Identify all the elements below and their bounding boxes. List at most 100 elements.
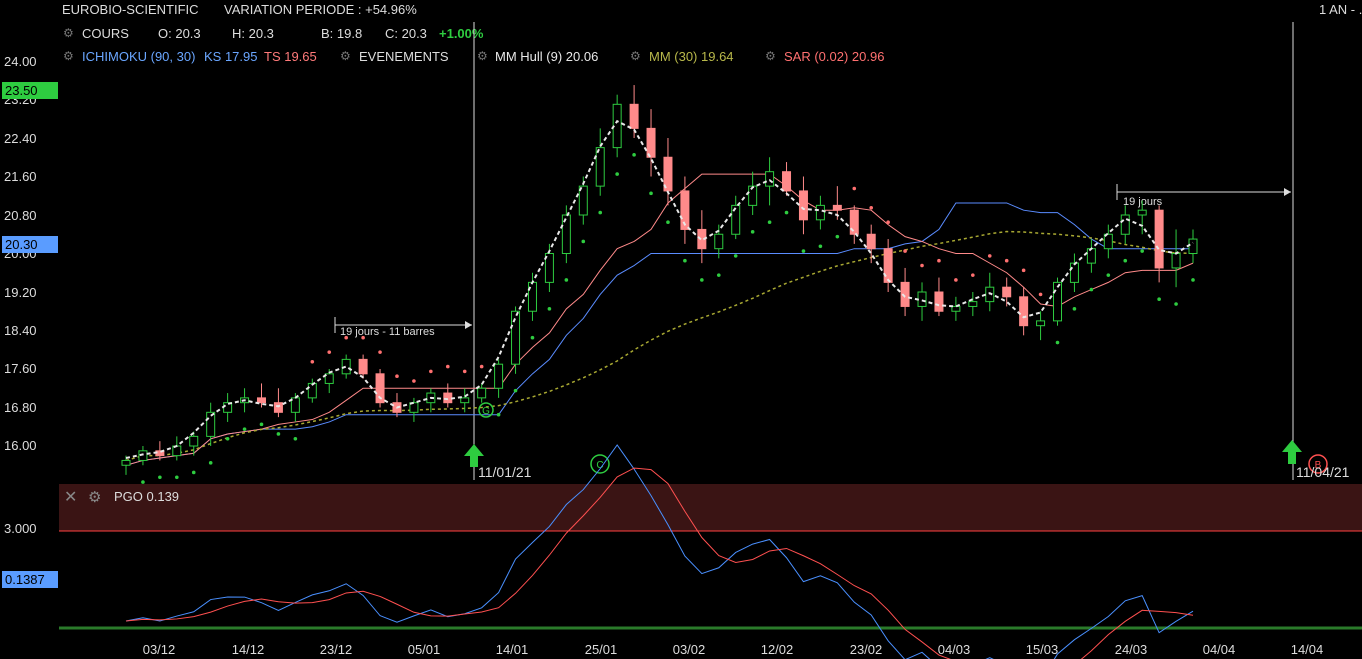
hull-line bbox=[125, 119, 1194, 460]
marker-b-icon[interactable] bbox=[1308, 454, 1328, 474]
sar-dot bbox=[1055, 340, 1060, 345]
candle-body bbox=[1086, 248, 1096, 264]
time-tick: 23/02 bbox=[850, 642, 883, 657]
candle-body bbox=[1137, 209, 1147, 216]
price-tick: 20.80 bbox=[4, 208, 37, 223]
candle-body bbox=[477, 387, 487, 399]
open-value: O: 20.3 bbox=[158, 26, 201, 41]
gear-icon[interactable]: ⚙ bbox=[630, 49, 641, 63]
time-tick: 12/02 bbox=[761, 642, 794, 657]
candle-body bbox=[866, 233, 876, 250]
candle-body bbox=[714, 233, 724, 250]
buy-arrow-icon[interactable] bbox=[1282, 440, 1302, 464]
ts-series bbox=[125, 173, 1194, 466]
bars-range-label: 19 jours - 11 barres bbox=[340, 326, 435, 338]
sar-dot bbox=[733, 254, 738, 258]
candle-body bbox=[121, 459, 131, 466]
pgo-lines bbox=[125, 444, 1194, 659]
ks-label: KS 17.95 bbox=[204, 49, 258, 64]
time-tick: 15/03 bbox=[1026, 642, 1059, 657]
candle-body bbox=[951, 305, 961, 312]
sar-dot bbox=[1123, 258, 1128, 263]
gear-icon[interactable]: ⚙ bbox=[765, 49, 776, 63]
sar-dot bbox=[784, 210, 789, 215]
candle-body bbox=[917, 291, 927, 307]
sar-dot bbox=[496, 412, 501, 417]
sar-dot bbox=[1089, 287, 1094, 292]
hull-label[interactable]: MM Hull (9) 20.06 bbox=[495, 49, 599, 64]
time-tick: 23/12 bbox=[320, 642, 353, 657]
sar-dot bbox=[327, 350, 332, 354]
sar-dot bbox=[361, 335, 365, 340]
sar-dot bbox=[1072, 307, 1077, 311]
sar-dot bbox=[547, 307, 552, 311]
gear-icon[interactable]: ⚙ bbox=[63, 49, 74, 63]
sar-dot bbox=[869, 205, 874, 210]
price-tick: 19.20 bbox=[4, 285, 37, 300]
pgo-label[interactable]: PGO 0.139 bbox=[114, 489, 179, 504]
sar-dot bbox=[141, 480, 145, 484]
gear-icon[interactable]: ⚙ bbox=[63, 26, 74, 40]
sar-dot bbox=[429, 369, 433, 374]
sar-label[interactable]: SAR (0.02) 20.96 bbox=[784, 49, 885, 64]
sar-dot bbox=[1004, 258, 1009, 263]
candle-body bbox=[815, 204, 825, 221]
time-tick: 14/04 bbox=[1291, 642, 1324, 657]
price-axis: 24.00 23.20 22.40 21.60 20.80 20.00 19.2… bbox=[4, 54, 37, 453]
sar-dot bbox=[1038, 292, 1043, 297]
sar-dot bbox=[581, 239, 586, 244]
candle-body bbox=[443, 392, 453, 404]
sar-dot bbox=[886, 220, 890, 225]
sar-dot bbox=[1140, 249, 1144, 253]
candle-body bbox=[511, 310, 521, 365]
low-value: B: 19.8 bbox=[321, 26, 363, 41]
price-tick: 17.60 bbox=[4, 361, 37, 376]
candle-body bbox=[883, 248, 893, 283]
sar-dot bbox=[801, 249, 806, 253]
ticker-name: EUROBIO-SCIENTIFIC bbox=[62, 2, 199, 17]
sar-dot bbox=[987, 254, 992, 258]
change-value: +1.00% bbox=[439, 26, 484, 41]
close-icon[interactable]: ✕ bbox=[64, 487, 77, 506]
candle-body bbox=[460, 397, 470, 404]
sar-dot bbox=[158, 475, 162, 480]
candle-body bbox=[832, 204, 842, 211]
ichimoku-label[interactable]: ICHIMOKU (90, 30) bbox=[82, 49, 196, 64]
candle-body bbox=[1019, 296, 1029, 327]
pgo-overbought-zone bbox=[59, 484, 1362, 531]
price-tick: 22.40 bbox=[4, 131, 37, 146]
pgo-tick: 3.000 bbox=[4, 521, 37, 536]
pgo-series bbox=[125, 444, 1194, 659]
gear-icon[interactable]: ⚙ bbox=[477, 49, 488, 63]
price-tick: 18.40 bbox=[4, 323, 37, 338]
candle-body bbox=[985, 286, 995, 303]
time-tick: 03/02 bbox=[673, 642, 706, 657]
time-axis: 03/12 14/12 23/12 05/01 14/01 25/01 03/0… bbox=[143, 642, 1324, 657]
sar-dot bbox=[1021, 268, 1026, 273]
marker-c-text: C bbox=[596, 460, 603, 471]
marker-b-text: B bbox=[1315, 460, 1322, 471]
period-selector[interactable]: 1 AN - . bbox=[1319, 2, 1362, 17]
candle-body bbox=[934, 291, 944, 312]
time-tick: 04/03 bbox=[938, 642, 971, 657]
cours-label[interactable]: COURS bbox=[82, 26, 129, 41]
sar-dot bbox=[225, 436, 230, 441]
mm-label[interactable]: MM (30) 19.64 bbox=[649, 49, 734, 64]
events-label[interactable]: EVENEMENTS bbox=[359, 49, 449, 64]
sar-dot bbox=[971, 273, 975, 277]
candle-body bbox=[1069, 262, 1079, 283]
gear-icon[interactable]: ⚙ bbox=[340, 49, 351, 63]
candle-body bbox=[1120, 214, 1130, 235]
buy-arrow-icon[interactable] bbox=[464, 444, 484, 467]
candle-body bbox=[680, 190, 690, 230]
sar-dot bbox=[615, 172, 619, 176]
sar-dot bbox=[920, 263, 924, 268]
marker-g-icon[interactable] bbox=[478, 402, 494, 418]
gear-icon[interactable]: ⚙ bbox=[88, 488, 101, 506]
high-price-badge bbox=[2, 82, 58, 99]
sar-dot bbox=[683, 258, 687, 263]
sar-dot bbox=[632, 153, 636, 157]
candle-body bbox=[189, 435, 199, 447]
marker-c-icon[interactable] bbox=[590, 454, 610, 474]
